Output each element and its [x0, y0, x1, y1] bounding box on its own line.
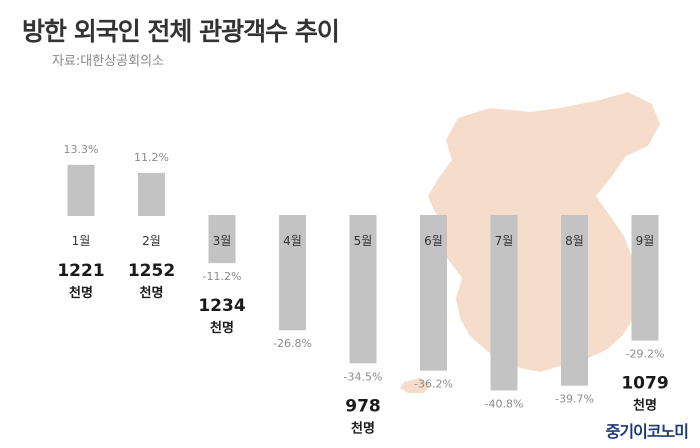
percent-label: 13.3% [64, 143, 99, 156]
korean-peninsula-map [400, 92, 660, 393]
percent-label: -40.8% [485, 397, 524, 410]
bar [490, 215, 518, 391]
bar [561, 215, 588, 386]
month-label: 7월 [495, 234, 514, 248]
visitor-count-unit: 천명 [633, 398, 657, 414]
chart-title: 방한 외국인 전체 관광객수 추이 [22, 17, 340, 46]
visitor-count-unit: 천명 [351, 420, 375, 436]
percent-label: -39.7% [555, 393, 594, 406]
month-label: 9월 [636, 234, 655, 248]
bars-layer: 1월 13.3% 1221 천명 2월 11.2% 1252 천명 3월 -11.2% 1234 천명… [57, 143, 668, 437]
percent-label: -11.2% [203, 270, 242, 283]
month-label: 2월 [142, 234, 161, 248]
percent-label: -36.2% [414, 378, 453, 391]
visitor-count-value: 1252 [128, 261, 175, 281]
month-label: 8월 [565, 234, 584, 248]
bar [208, 215, 236, 264]
visitor-count-value: 1079 [621, 374, 668, 394]
visitor-count-value: 1221 [57, 261, 104, 281]
visitor-count-value: 1234 [198, 296, 245, 316]
bar [67, 164, 95, 216]
month-label: 5월 [354, 234, 373, 248]
source-note: 자료:대한상공회의소 [52, 54, 165, 69]
brand-logo: 중기이코노미 [605, 422, 689, 441]
percent-label: -29.2% [626, 348, 665, 361]
percent-label: 11.2% [134, 151, 169, 164]
bar [420, 215, 447, 371]
visitor-count-unit: 천명 [69, 285, 93, 301]
visitor-count-unit: 천명 [140, 285, 164, 301]
bar [279, 215, 306, 331]
percent-label: -26.8% [273, 337, 312, 350]
visitor-count-value: 978 [345, 396, 381, 416]
bar [349, 215, 377, 364]
bar [631, 215, 659, 341]
visitor-count-unit: 천명 [210, 320, 234, 336]
month-label: 3월 [213, 234, 232, 248]
bar [138, 172, 165, 216]
month-label: 6월 [424, 234, 443, 248]
month-label: 4월 [283, 234, 302, 248]
percent-label: -34.5% [344, 370, 383, 383]
month-label: 1월 [72, 234, 91, 248]
